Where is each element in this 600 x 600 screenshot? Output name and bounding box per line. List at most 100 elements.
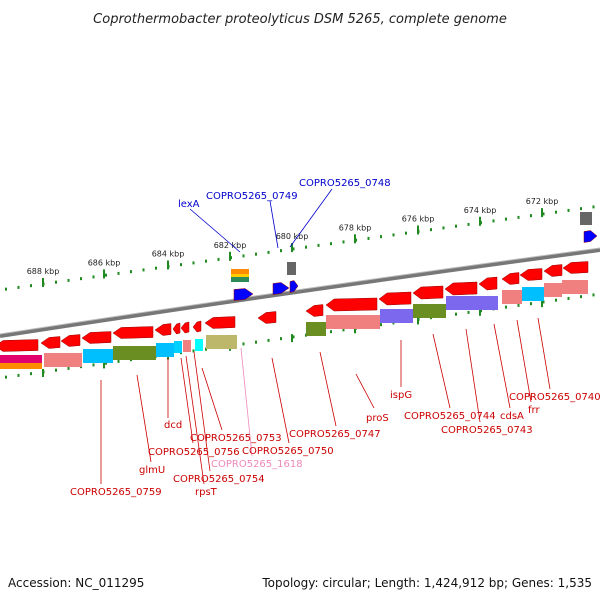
label-copro5265-0747[interactable]: COPRO5265_0747 [289, 429, 381, 440]
gene-rpsT [180, 321, 190, 334]
cds-bar-blue-3 [522, 287, 544, 301]
leader-line [537, 317, 551, 390]
leader-line [269, 200, 279, 249]
feature-gray-a [287, 262, 296, 275]
map-title: Coprothermobacter proteolyticus DSM 5265… [93, 12, 507, 27]
leader-line [355, 373, 375, 409]
gene-right-b [562, 261, 589, 274]
cds-bar-purple-2 [446, 296, 498, 310]
leader-line [193, 351, 211, 472]
feature-gray-b [580, 212, 592, 225]
cds-bar-olive-2 [306, 322, 326, 336]
label-copro5265-0759[interactable]: COPRO5265_0759 [70, 487, 162, 498]
label-glmU[interactable]: glmU [139, 465, 165, 476]
gene-lexA [233, 288, 254, 301]
cds-bar-khaki [206, 335, 237, 349]
gene-copro5265-0759 [0, 339, 39, 352]
leader-line [185, 355, 205, 485]
cds-bar-blue [83, 349, 113, 363]
gene-features [0, 212, 598, 369]
gene-glmU-b [60, 334, 81, 347]
genome-backbone-highlight [0, 247, 600, 335]
leader-line [465, 328, 481, 423]
cds-bar-magenta [0, 355, 42, 363]
gene-copro5265-0743 [444, 281, 478, 296]
cds-bar-olive [113, 346, 156, 360]
leader-line [271, 357, 290, 444]
cds-bar-pink-3 [326, 315, 380, 329]
gene-copro5265-0748 [289, 280, 299, 293]
label-lexA[interactable]: lexA [178, 199, 200, 210]
accession-text: Accession: NC_011295 [8, 576, 145, 590]
cds-bar-cyan-2 [195, 339, 203, 351]
gene-proS [325, 297, 378, 312]
label-copro5265-0754[interactable]: COPRO5265_0754 [173, 474, 265, 485]
tick-label: 676 kbp [402, 214, 435, 223]
label-copro5265-0753[interactable]: COPRO5265_0753 [190, 433, 282, 444]
leader-line [189, 208, 241, 253]
label-copro5265-0744[interactable]: COPRO5265_0744 [404, 411, 496, 422]
gene-copro5265-0756 [81, 331, 112, 344]
gene-ispG [378, 291, 412, 306]
tick-label: 672 kbp [526, 197, 559, 206]
leader-line [240, 347, 253, 457]
label-dcd[interactable]: dcd [164, 420, 182, 431]
cds-bar-pink-4 [502, 290, 522, 304]
genome-summary-text: Topology: circular; Length: 1,424,912 bp… [262, 576, 592, 590]
gene-copro5265-0749 [272, 282, 290, 295]
gene-small-b [192, 320, 202, 333]
label-copro5265-0740[interactable]: COPRO5265_0740 [509, 392, 600, 403]
leader-line [516, 319, 532, 403]
cds-bar-purple [380, 309, 413, 323]
label-copro5265-0743[interactable]: COPRO5265_0743 [441, 425, 533, 436]
cds-bar-orange [0, 363, 42, 369]
scale-labels: 688 kbp 686 kbp 684 kbp 682 kbp 680 kbp 678 k… [27, 197, 559, 276]
leader-line [432, 333, 451, 409]
tick-label: 684 kbp [152, 249, 185, 258]
label-ispG[interactable]: ispG [390, 390, 412, 401]
leader-line [289, 188, 333, 248]
label-copro5265-0749[interactable]: COPRO5265_0749 [206, 191, 298, 202]
tick-label: 682 kbp [214, 241, 247, 250]
gene-frr [501, 272, 520, 285]
label-proS[interactable]: proS [366, 413, 389, 424]
tick-label: 678 kbp [339, 223, 372, 232]
cds-bar-blue-2 [156, 343, 174, 357]
label-copro5265-0756[interactable]: COPRO5265_0756 [148, 447, 240, 458]
gene-dcd [154, 323, 172, 336]
gene-cdsA [478, 276, 498, 291]
gene-copro5265-0747 [305, 304, 324, 317]
leader-line [136, 374, 152, 463]
gene-copro5265-0744 [412, 285, 444, 300]
cds-bar-pink-6 [562, 280, 588, 294]
gene-copro5265-0740 [519, 268, 543, 281]
tick-label: 674 kbp [464, 206, 497, 215]
cds-bar-pink-2 [183, 340, 191, 352]
gene-copro5265-0750 [257, 311, 277, 324]
label-copro5265-0750[interactable]: COPRO5265_0750 [242, 446, 334, 457]
leader-line [201, 367, 223, 431]
gene-small-a [172, 322, 181, 335]
tick-label: 680 kbp [276, 232, 309, 241]
cds-bar-pink [44, 353, 82, 367]
feature-lexA-yellow [231, 274, 249, 277]
gene-copro5265-0753 [204, 316, 236, 329]
label-frr[interactable]: frr [528, 405, 540, 416]
leader-line [180, 357, 194, 444]
gene-right-a [543, 264, 563, 277]
genome-backbone [0, 248, 600, 338]
tick-label: 686 kbp [88, 258, 121, 267]
cds-bar-olive-3 [413, 304, 446, 318]
gene-glmU-a [40, 336, 61, 349]
gene-copro5265-0754 [112, 326, 154, 339]
gene-right-blue [583, 230, 598, 243]
label-cdsA[interactable]: cdsA [500, 411, 524, 422]
label-copro5265-0748[interactable]: COPRO5265_0748 [299, 178, 391, 189]
label-copro5265-1618[interactable]: COPRO5265_1618 [211, 459, 303, 470]
cds-bar-pink-5 [544, 283, 562, 297]
leader-line [319, 351, 337, 427]
tick-label: 688 kbp [27, 267, 60, 276]
label-rpsT[interactable]: rpsT [195, 487, 218, 498]
leader-line [493, 323, 511, 409]
